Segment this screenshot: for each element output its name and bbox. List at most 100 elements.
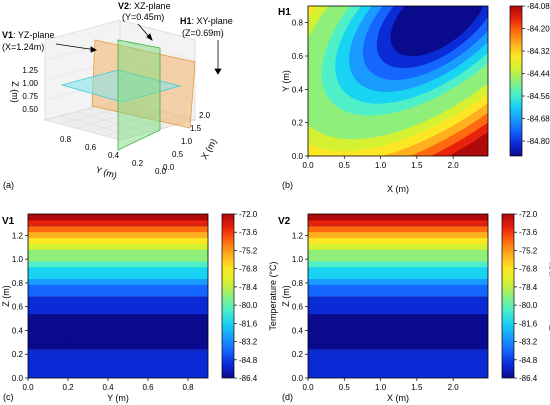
contour-band	[308, 219, 488, 227]
contour-band	[308, 272, 488, 280]
y-tick-label: 1.2	[292, 231, 304, 240]
panel-d-heatmap: V2 0.0 0.5 1.0 1.5 2.00.00.20.40.60.81.01.2 …	[278, 210, 550, 403]
x-tick-label: 0.8	[182, 383, 194, 392]
colorbar-tick-label: -84.32	[527, 47, 550, 56]
contour-band	[28, 301, 208, 309]
contour-band	[28, 266, 208, 274]
contour-band	[308, 243, 488, 250]
colorbar-tick-label: -84.44	[527, 70, 550, 79]
contour-band	[308, 255, 488, 262]
contour-band	[28, 231, 208, 239]
contour-band	[28, 272, 208, 280]
colorbar-tick-label: -72.0	[519, 210, 538, 219]
x-tick-label: 1.0	[375, 161, 387, 170]
colorbar	[509, 5, 523, 157]
panel-label-b: (b)	[282, 180, 293, 190]
y-tick-label: 0.2	[12, 350, 24, 359]
y-axis-label: Z (m)	[1, 285, 11, 307]
y-tick-label: 0.0	[155, 167, 167, 176]
y-tick-label: 1.2	[12, 231, 24, 240]
x-tick-label: 0.0	[302, 161, 314, 170]
contour-band	[390, 6, 487, 57]
colorbar-tick-label: -73.6	[519, 228, 538, 237]
y-tick-label: 0.8	[292, 19, 304, 28]
colorbar-tick-label: -84.68	[527, 115, 550, 124]
colorbar-tick-label: -76.8	[239, 265, 258, 274]
contour-band	[308, 237, 488, 244]
contour-band	[308, 307, 488, 315]
y-tick-label: 1.0	[292, 255, 304, 264]
y-axis-label: Z (m)	[281, 285, 291, 307]
cold-core	[340, 316, 488, 345]
x-tick-label: 0.0	[163, 163, 175, 172]
colorbar-tick-label: -86.4	[519, 374, 538, 383]
colorbar-tick-label: -83.2	[239, 338, 258, 347]
x-tick-label: 0.5	[339, 383, 351, 392]
panel-label-a: (a)	[3, 180, 14, 190]
x-tick-label: 0.6	[142, 383, 154, 392]
contour-band	[308, 225, 488, 233]
contour-band	[308, 372, 488, 378]
colorbar	[221, 213, 235, 379]
contour-band	[308, 360, 488, 367]
x-axis-label: X (m)	[199, 137, 219, 161]
contour-band	[28, 243, 208, 250]
colorbar-tick-label: -84.80	[527, 137, 550, 146]
contour-band	[28, 225, 208, 233]
contour-band	[308, 301, 488, 309]
v2-annotation-title: V2: XZ-plane	[118, 1, 171, 11]
y-tick-label: 0.8	[12, 279, 24, 288]
colorbar-tick-label: -81.6	[239, 319, 258, 328]
contour-band	[308, 342, 488, 350]
v1-annotation-title: V1: YZ-plane	[2, 30, 54, 40]
contour-band	[308, 214, 488, 221]
colorbar-label: Temperature (°C)	[548, 261, 550, 330]
colorbar-tick-label: -76.8	[519, 265, 538, 274]
v1-annotation-position: (X=1.24m)	[2, 42, 44, 52]
colorbar-tick-label: -75.2	[239, 246, 258, 255]
colorbar-tick-label: -81.6	[519, 319, 538, 328]
plot-frame	[307, 5, 489, 157]
contour-band	[28, 278, 208, 285]
colorbar-tick-label: -84.08	[527, 2, 550, 11]
contour-band	[308, 296, 488, 303]
y-tick-label: 0.8	[60, 135, 72, 144]
colorbar-tick-label: -72.0	[239, 210, 258, 219]
contour-band	[28, 284, 208, 291]
y-tick-label: 0.4	[292, 85, 304, 94]
contour-band	[28, 296, 208, 303]
y-tick-label: 0.2	[292, 119, 304, 128]
z-axis-label: Z (m)	[10, 81, 20, 103]
x-tick-label: 2.0	[199, 111, 211, 120]
z-tick-label: 1.00	[22, 79, 38, 88]
x-tick-label: 0.0	[22, 383, 34, 392]
x-axis-label: X (m)	[387, 184, 409, 194]
colorbar-tick-label: -84.8	[519, 356, 538, 365]
cold-core	[28, 316, 208, 345]
z-tick-label: 1.25	[22, 66, 38, 75]
y-tick-label: 0.4	[292, 326, 304, 335]
x-tick-label: 2.0	[448, 383, 460, 392]
contour-band	[28, 255, 208, 262]
contour-band	[28, 219, 208, 227]
colorbar-tick-label: -84.56	[527, 92, 550, 101]
contour-band	[28, 214, 208, 221]
z-tick-label: 0.50	[22, 105, 38, 114]
y-tick-label: 0.2	[132, 159, 144, 168]
x-tick-label: 1.0	[181, 137, 193, 146]
plot-frame	[27, 213, 209, 379]
h1-annotation-title: H1: XY-plane	[180, 16, 233, 26]
plot-frame	[307, 213, 489, 379]
x-tick-label: 0.5	[339, 161, 351, 170]
z-tick-label: 0.75	[22, 92, 38, 101]
y-tick-label: 0.2	[292, 350, 304, 359]
contour-band	[28, 249, 208, 256]
v1-arrow	[55, 43, 97, 51]
x-tick-label: 1.5	[411, 161, 423, 170]
colorbar-tick-label: -84.20	[527, 25, 550, 34]
contour-band	[308, 249, 488, 256]
x-tick-label: 0.4	[102, 383, 114, 392]
y-axis-label: Y (m)	[281, 70, 291, 92]
plane-v1-yz	[117, 39, 161, 151]
